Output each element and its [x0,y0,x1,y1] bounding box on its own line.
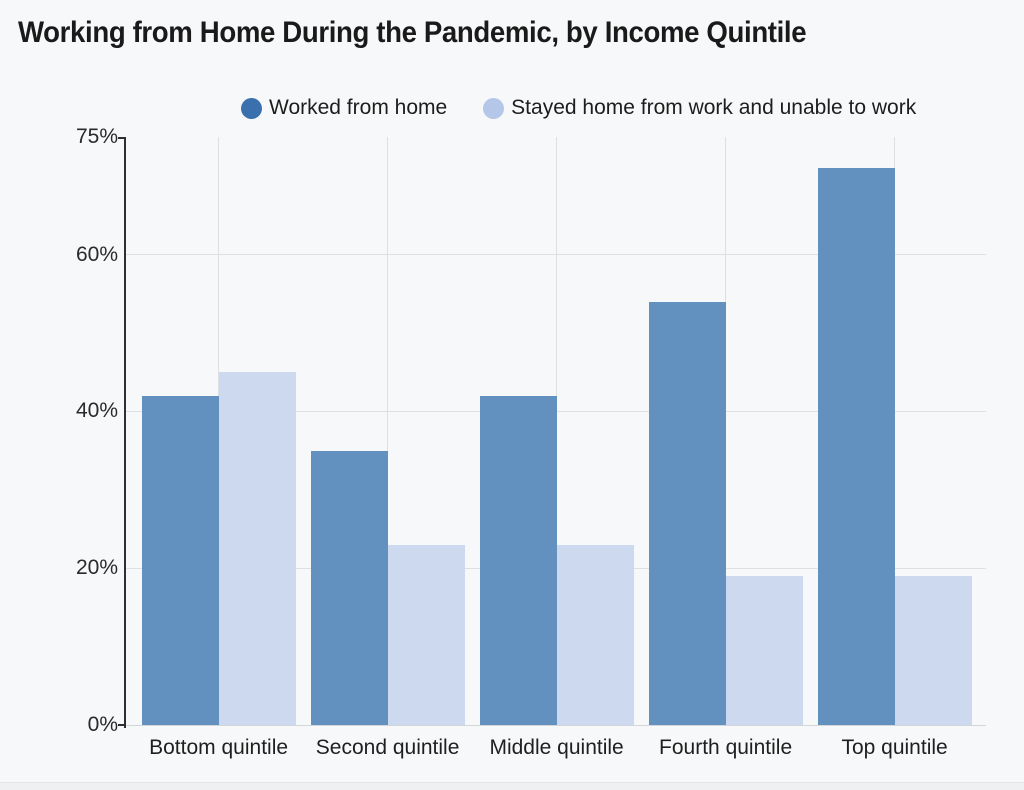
gridline-x-middle-quintile [556,137,558,725]
x-axis-label-second-quintile: Second quintile [315,736,460,759]
bar-stayed-home-from-work-and-unable-to-work-top-quintile [894,576,972,725]
bar-worked-from-home-middle-quintile [479,395,557,725]
legend-item-stayed-home-from-work-and-unable-to-work: Stayed home from work and unable to work [483,96,916,120]
gridline-x-second-quintile [387,137,389,725]
bar-stayed-home-from-work-and-unable-to-work-middle-quintile [556,544,634,725]
legend-item-worked-from-home: Worked from home [241,96,447,120]
y-axis-tick-label-75: 75% [75,125,118,148]
bar-worked-from-home-bottom-quintile [141,395,219,725]
legend-dot-icon [483,97,505,119]
y-axis-tick-bottom [118,724,124,726]
bar-worked-from-home-second-quintile [310,450,388,725]
x-axis-label-bottom-quintile: Bottom quintile [149,736,289,759]
legend-label: Stayed home from work and unable to work [511,96,917,119]
y-axis-tick-label-0: 0% [87,713,118,736]
y-axis-tick-top [118,137,124,139]
bar-stayed-home-from-work-and-unable-to-work-second-quintile [387,544,465,725]
chart-title: Working from Home During the Pandemic, b… [18,16,807,49]
gridline-x-fourth-quintile [725,137,727,725]
legend-label: Worked from home [269,96,448,119]
y-axis-tick-label-60: 60% [75,242,118,266]
bar-worked-from-home-fourth-quintile [648,301,726,725]
gridline-y-60 [125,254,986,256]
gridline-x-top-quintile [894,137,896,725]
bar-worked-from-home-top-quintile [817,168,895,725]
y-axis-tick-label-40: 40% [75,399,118,423]
x-axis-label-middle-quintile: Middle quintile [489,736,624,759]
y-axis-line [124,137,126,728]
legend-dot-icon [241,97,262,119]
y-axis-tick-label-20: 20% [75,556,118,580]
bar-stayed-home-from-work-and-unable-to-work-fourth-quintile [725,576,803,725]
bar-stayed-home-from-work-and-unable-to-work-bottom-quintile [218,372,296,725]
x-axis-baseline [125,725,986,726]
legend: Worked from home Stayed home from work an… [241,96,916,120]
x-axis-label-fourth-quintile: Fourth quintile [659,736,793,759]
x-axis-label-top-quintile: Top quintile [841,736,948,759]
bottom-edge-strip [0,782,1024,790]
